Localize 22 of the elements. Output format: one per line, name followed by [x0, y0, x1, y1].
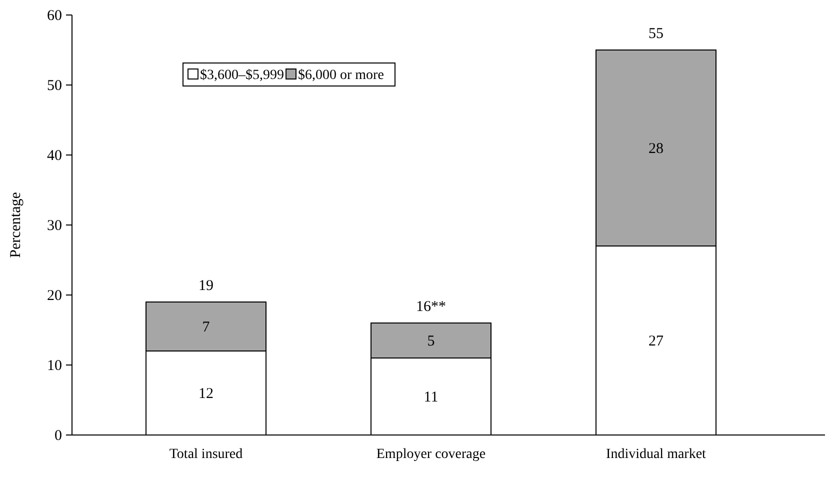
data-label: 11: [424, 390, 438, 406]
legend-label: $6,000 or more: [298, 68, 384, 83]
y-tick-label: 30: [47, 218, 62, 234]
y-tick-label: 40: [47, 148, 62, 164]
x-tick-label: Total insured: [169, 447, 243, 462]
y-tick-label: 10: [47, 358, 62, 374]
data-label: 5: [427, 334, 435, 350]
legend-label: $3,600–$5,999: [200, 68, 284, 83]
data-label: 7: [202, 320, 210, 336]
total-label: 19: [198, 278, 214, 294]
y-tick-label: 20: [47, 288, 62, 304]
data-label: 28: [648, 141, 664, 157]
y-tick-label: 60: [47, 8, 62, 24]
y-tick-label: 50: [47, 78, 62, 94]
x-tick-label: Employer coverage: [376, 447, 486, 462]
data-label: 27: [648, 334, 664, 350]
data-label: 12: [198, 386, 214, 402]
total-label: 16**: [416, 299, 446, 315]
x-tick-label: Individual market: [606, 447, 706, 462]
y-tick-label: 0: [54, 428, 62, 444]
y-axis-title: Percentage: [8, 192, 24, 258]
total-label: 55: [648, 26, 664, 42]
